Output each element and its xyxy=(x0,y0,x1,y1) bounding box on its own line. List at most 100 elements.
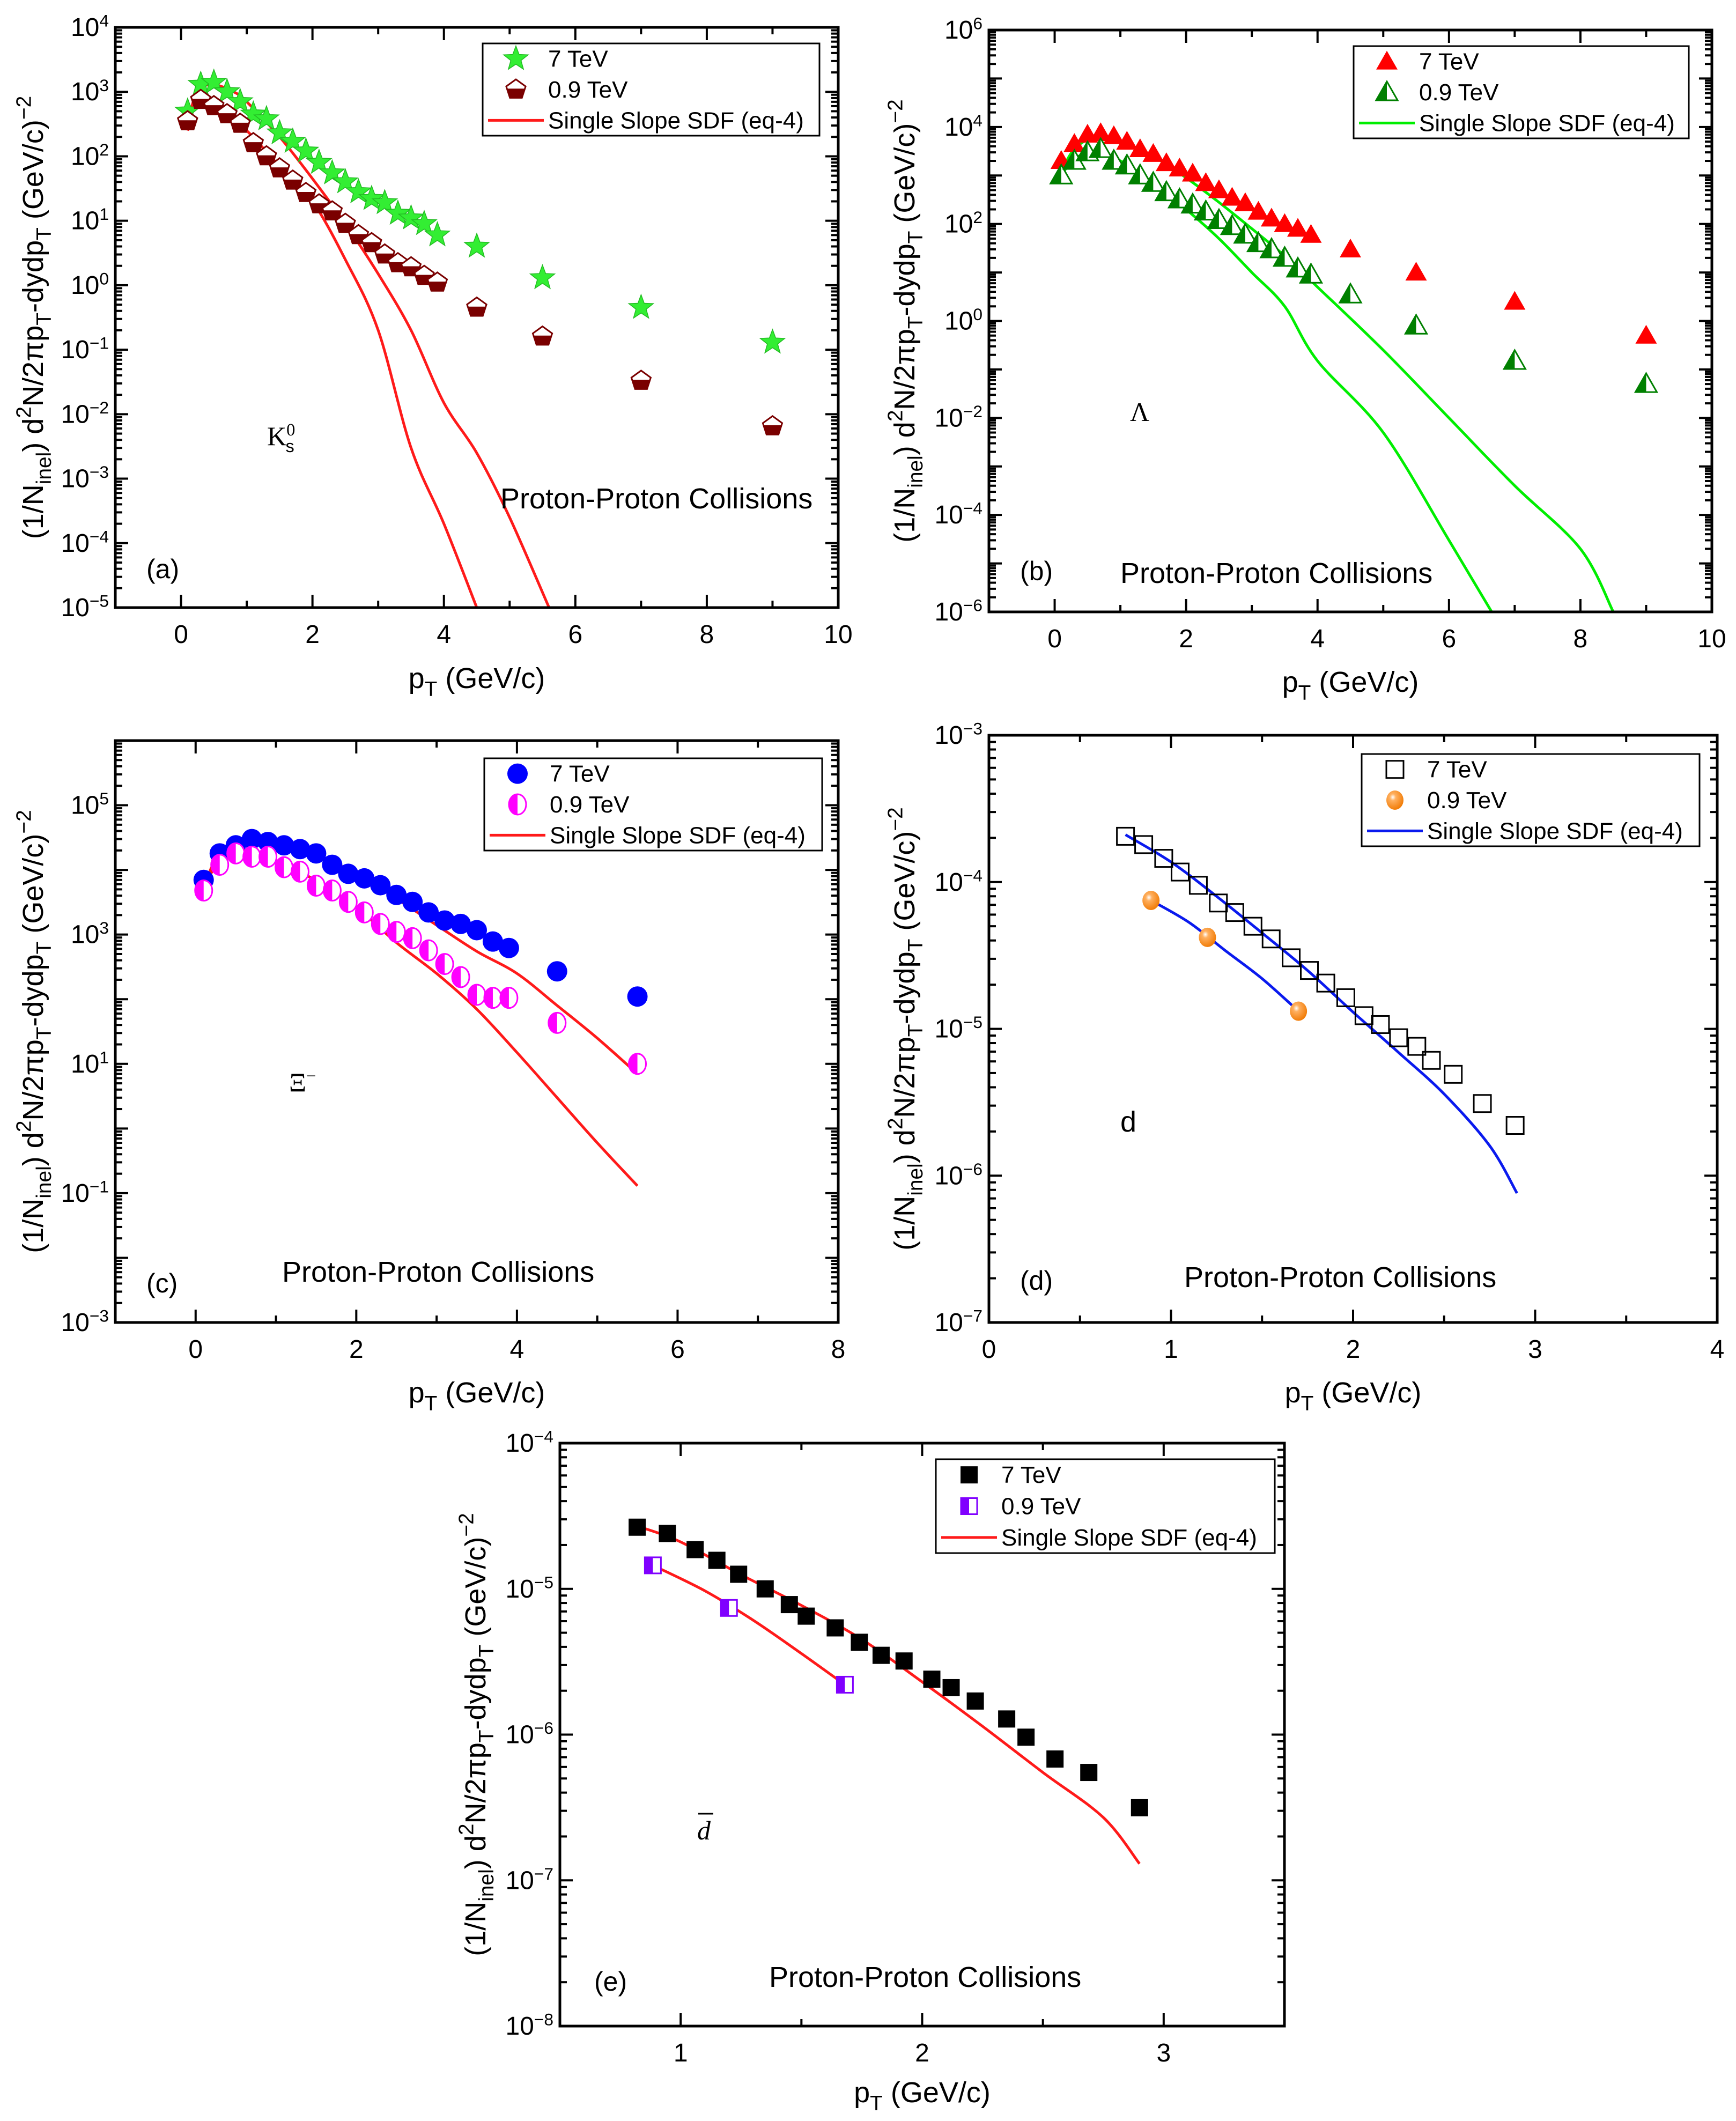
y-axis-title-part: −2 xyxy=(455,1513,478,1536)
data-point xyxy=(720,1599,738,1617)
y-axis-title-part: N/2πp xyxy=(889,1037,921,1118)
y-tick-label: 10−3 xyxy=(61,1306,109,1337)
y-tick-base: 10 xyxy=(71,271,99,300)
fit-curve-0p9tev xyxy=(1150,899,1299,1013)
x-tick-label: 0 xyxy=(1047,625,1062,653)
y-axis-title: (1/Ninel) d2N/2πpT-dydpT (GeV/c)−2 xyxy=(884,807,927,1250)
data-point xyxy=(402,891,423,912)
y-tick-exponent: −3 xyxy=(90,1306,109,1326)
legend-label: Single Slope SDF (eq-4) xyxy=(550,822,806,848)
legend-label: Single Slope SDF (eq-4) xyxy=(548,107,804,134)
data-point xyxy=(1502,348,1527,370)
marker-fill xyxy=(1274,247,1285,266)
data-point xyxy=(450,913,471,934)
y-tick-base: 10 xyxy=(944,113,973,142)
data-point xyxy=(1473,1094,1492,1113)
panel-tag: (c) xyxy=(146,1268,178,1298)
y-tick-base: 10 xyxy=(71,1050,99,1078)
x-axis-title: pT (GeV/c) xyxy=(1282,666,1419,705)
particle-symbol: d xyxy=(1120,1106,1136,1138)
data-point xyxy=(321,200,343,220)
y-tick-label: 101 xyxy=(71,204,109,235)
legend-label: 7 TeV xyxy=(1001,1462,1061,1488)
x-tick-label: 8 xyxy=(831,1335,846,1364)
marker-fill xyxy=(1142,172,1154,191)
y-tick-exponent: −7 xyxy=(534,1864,553,1883)
data-point xyxy=(483,987,503,1009)
data-point xyxy=(371,913,390,935)
particle-label: Ξ− xyxy=(289,1067,316,1097)
particle-superscript: − xyxy=(306,1067,316,1086)
y-axis-title-part: −2 xyxy=(884,99,907,123)
y-axis-title-part: ) d xyxy=(460,1835,492,1869)
data-point xyxy=(780,1596,798,1614)
data-point xyxy=(686,1541,704,1558)
data-point xyxy=(345,178,372,204)
data-point xyxy=(531,325,553,346)
legend-label: 0.9 TeV xyxy=(1001,1494,1081,1520)
data-point xyxy=(1274,213,1296,232)
marker-fill xyxy=(356,902,365,923)
y-tick-exponent: −1 xyxy=(90,1177,109,1196)
y-tick-label: 10−4 xyxy=(934,499,982,529)
data-point xyxy=(292,137,320,163)
legend-marker xyxy=(1385,760,1405,779)
fit-curve-0p9tev xyxy=(186,102,478,608)
data-point xyxy=(435,953,454,975)
y-axis-title-part: (GeV/c) xyxy=(889,831,921,939)
x-tick-label: 10 xyxy=(1697,625,1726,653)
data-point xyxy=(1170,862,1190,882)
y-tick-exponent: 3 xyxy=(99,918,109,937)
y-tick-label: 10−6 xyxy=(934,1159,982,1190)
y-axis-title: (1/Ninel) d2N/2πpT-dydpT (GeV/c)−2 xyxy=(455,1513,498,1956)
marker-fill xyxy=(1340,284,1350,303)
marker-fill xyxy=(468,985,477,1006)
x-axis-title-part: T xyxy=(425,678,438,701)
y-tick-exponent: −5 xyxy=(963,1013,982,1032)
marker-fill xyxy=(1376,82,1387,100)
legend-label: 7 TeV xyxy=(1419,49,1479,75)
y-axis-title-part: (1/N xyxy=(889,1196,921,1251)
y-tick-label: 10−6 xyxy=(505,1718,553,1749)
data-point xyxy=(279,127,306,153)
marker-fill xyxy=(1635,373,1646,393)
x-axis-title-part: (GeV/c) xyxy=(1311,666,1419,698)
y-tick-exponent: −3 xyxy=(90,462,109,482)
x-tick-label: 0 xyxy=(174,620,188,649)
y-axis-title: (1/Ninel) d2N/2πpT-dydpT (GeV/c)−2 xyxy=(884,99,927,542)
plot-frame xyxy=(114,739,840,1324)
data-point xyxy=(1142,143,1164,162)
x-tick-label: 0 xyxy=(188,1335,203,1364)
y-axis-title-part: 2 xyxy=(884,410,907,422)
marker-fill xyxy=(1405,315,1416,334)
y-axis-title-part: T xyxy=(904,1024,927,1037)
y-tick-base: 10 xyxy=(61,1179,89,1208)
marker-fill xyxy=(507,88,525,98)
legend: 7 TeV 0.9 TeV Single Slope SDF (eq-4) xyxy=(935,1458,1276,1554)
y-tick-exponent: −3 xyxy=(963,719,982,738)
data-point xyxy=(966,1692,984,1710)
y-tick-base: 10 xyxy=(61,336,89,364)
y-tick-base: 10 xyxy=(505,1575,534,1603)
data-point xyxy=(1220,213,1245,235)
x-tick-label: 4 xyxy=(437,620,451,649)
y-tick-base: 10 xyxy=(71,207,99,235)
y-axis-title-part: -dydp xyxy=(889,243,921,316)
y-tick-exponent: −8 xyxy=(534,2010,553,2029)
data-point xyxy=(630,369,652,390)
x-tick-label: 8 xyxy=(700,620,714,649)
data-point xyxy=(338,891,358,913)
data-point xyxy=(1154,849,1173,868)
data-point xyxy=(258,846,278,868)
x-tick-label: 8 xyxy=(1574,625,1588,653)
panel-tag: (a) xyxy=(146,554,179,584)
panel-tag: (d) xyxy=(1020,1266,1053,1296)
data-point xyxy=(354,868,375,889)
marker-fill xyxy=(533,335,552,345)
y-tick-base: 10 xyxy=(944,307,973,336)
particle-label: Λ xyxy=(1130,397,1149,427)
y-axis-title-part: T xyxy=(904,316,927,329)
y-axis-title-part: ) d xyxy=(17,1132,49,1166)
marker-fill xyxy=(275,857,284,878)
x-tick-label: 4 xyxy=(510,1335,525,1364)
